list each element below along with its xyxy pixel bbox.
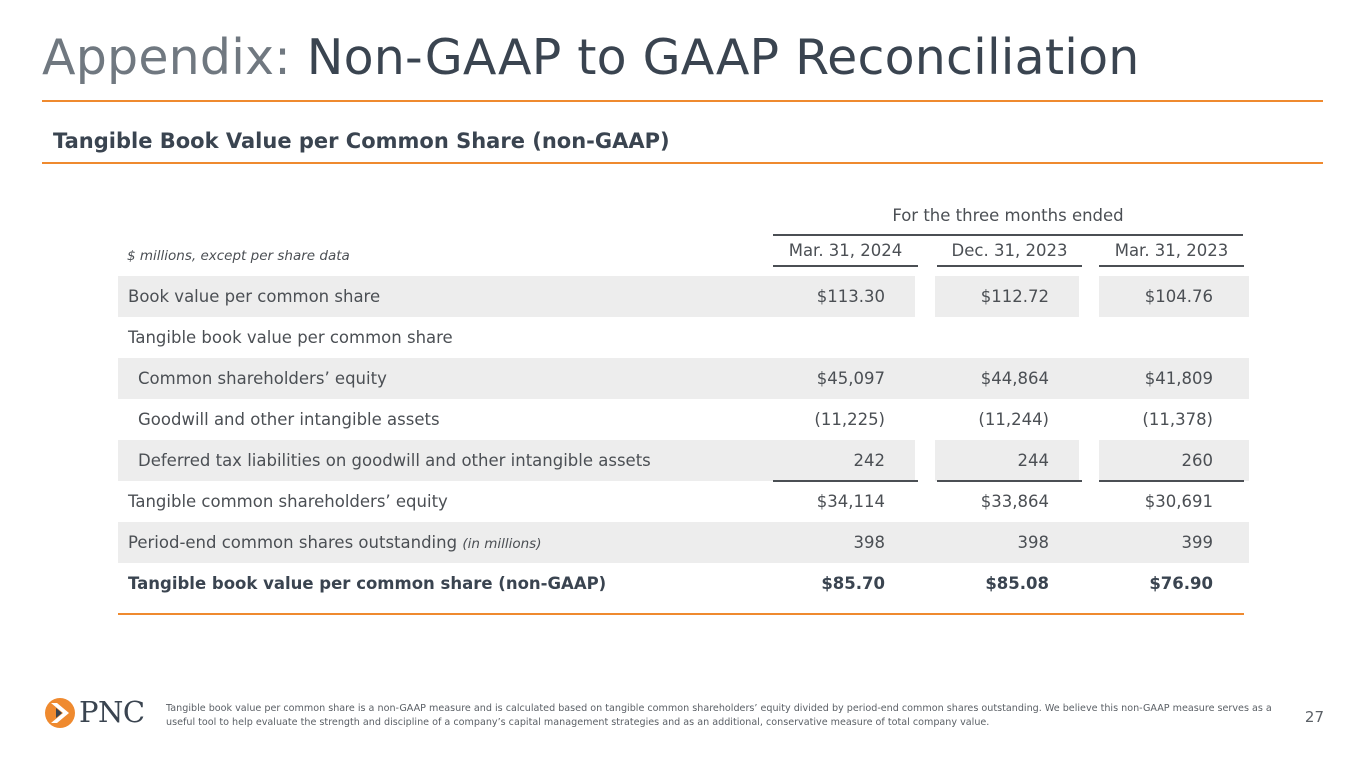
cell-value: $104.76 bbox=[1144, 287, 1213, 306]
cell-value: 398 bbox=[1017, 533, 1050, 552]
table-row: Tangible book value per common share bbox=[118, 317, 1249, 358]
column-header-mar-2024: Mar. 31, 2024 bbox=[788, 241, 903, 260]
row-label: Goodwill and other intangible assets bbox=[138, 410, 440, 429]
footnote: Tangible book value per common share is … bbox=[166, 703, 1272, 728]
cell-value: 399 bbox=[1181, 533, 1214, 552]
cell-value: 244 bbox=[1017, 451, 1050, 470]
row-label: Book value per common share bbox=[128, 287, 381, 306]
table-row: Period-end common shares outstanding (in… bbox=[118, 522, 1249, 563]
cell-value: $45,097 bbox=[816, 369, 885, 388]
cell-value: $85.08 bbox=[985, 574, 1049, 593]
cell-value: $30,691 bbox=[1144, 492, 1213, 511]
row-label: Period-end common shares outstanding (in… bbox=[128, 522, 541, 565]
table-row: Book value per common share $113.30 $112… bbox=[118, 276, 1249, 317]
cell-value: 242 bbox=[853, 451, 886, 470]
cell-value: 398 bbox=[853, 533, 886, 552]
cell-value: 260 bbox=[1181, 451, 1214, 470]
column-header-dec-2023: Dec. 31, 2023 bbox=[951, 241, 1068, 260]
pnc-logo-text: PNC bbox=[79, 695, 145, 729]
column-header-rule bbox=[773, 265, 918, 267]
subtitle-divider bbox=[42, 162, 1323, 164]
units-label: $ millions, except per share data bbox=[127, 248, 350, 264]
table-row: Deferred tax liabilities on goodwill and… bbox=[118, 440, 1249, 481]
section-subtitle: Tangible Book Value per Common Share (no… bbox=[53, 129, 670, 153]
cell-value: (11,225) bbox=[814, 410, 885, 429]
row-label: Tangible common shareholders’ equity bbox=[128, 492, 448, 511]
table-row: Tangible common shareholders’ equity $34… bbox=[118, 481, 1249, 522]
table-row: Goodwill and other intangible assets (11… bbox=[118, 399, 1249, 440]
page-title: Appendix: Non-GAAP to GAAP Reconciliatio… bbox=[42, 26, 1140, 90]
title-prefix: Appendix: bbox=[42, 29, 291, 86]
cell-value: (11,244) bbox=[978, 410, 1049, 429]
row-label-text: Period-end common shares outstanding bbox=[128, 533, 458, 552]
subtotal-rule bbox=[773, 480, 918, 482]
column-header-rule bbox=[1099, 265, 1244, 267]
table-bottom-rule bbox=[118, 613, 1244, 615]
pnc-logo-icon bbox=[45, 698, 75, 728]
row-label: Tangible book value per common share bbox=[128, 328, 453, 347]
column-header-rule bbox=[937, 265, 1082, 267]
row-label: Tangible book value per common share (no… bbox=[128, 574, 607, 593]
cell-value: $112.72 bbox=[980, 287, 1049, 306]
cell-value: $76.90 bbox=[1149, 574, 1213, 593]
column-header-mar-2023: Mar. 31, 2023 bbox=[1114, 241, 1229, 260]
page-number: 27 bbox=[1304, 708, 1324, 726]
table-row: Common shareholders’ equity $45,097 $44,… bbox=[118, 358, 1249, 399]
table-row-total: Tangible book value per common share (no… bbox=[118, 563, 1249, 604]
cell-value: $85.70 bbox=[821, 574, 885, 593]
subtotal-rule bbox=[937, 480, 1082, 482]
cell-value: $34,114 bbox=[816, 492, 885, 511]
subtotal-rule bbox=[1099, 480, 1244, 482]
group-header-rule bbox=[773, 234, 1243, 236]
row-label: Common shareholders’ equity bbox=[138, 369, 387, 388]
row-label: Deferred tax liabilities on goodwill and… bbox=[138, 451, 651, 470]
cell-value: $33,864 bbox=[980, 492, 1049, 511]
cell-value: $44,864 bbox=[980, 369, 1049, 388]
cell-value: $113.30 bbox=[816, 287, 885, 306]
period-group-header: For the three months ended bbox=[892, 206, 1124, 225]
title-main: Non-GAAP to GAAP Reconciliation bbox=[306, 29, 1140, 86]
cell-value: (11,378) bbox=[1142, 410, 1213, 429]
title-divider bbox=[42, 100, 1323, 102]
cell-value: $41,809 bbox=[1144, 369, 1213, 388]
row-label-note: (in millions) bbox=[462, 536, 542, 552]
